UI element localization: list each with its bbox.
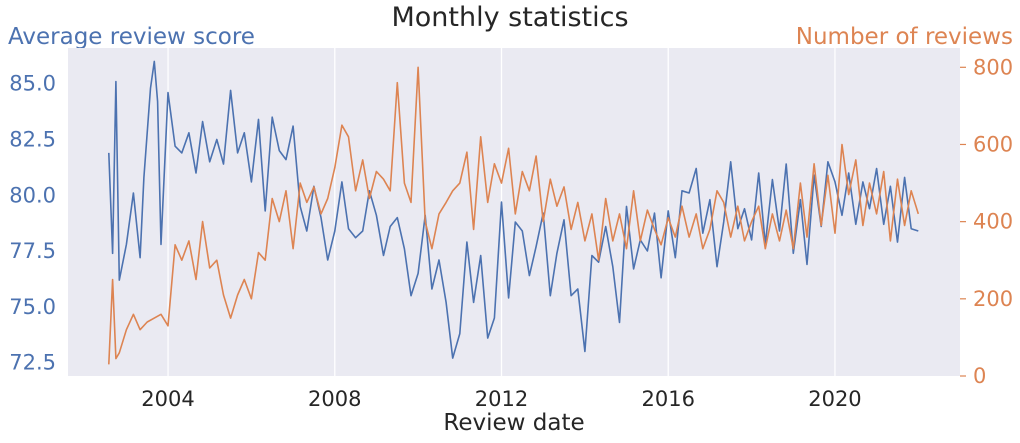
chart-title: Monthly statistics	[391, 2, 629, 33]
x-tick-label: 2016	[641, 387, 694, 411]
left-tick-label: 80.0	[9, 183, 56, 207]
right-tick-label: 200	[973, 287, 1013, 311]
x-tick-label: 2012	[475, 387, 528, 411]
left-tick-label: 82.5	[9, 127, 56, 151]
left-tick-label: 77.5	[9, 239, 56, 263]
series-line-review-count	[108, 66, 920, 365]
series-lines	[108, 60, 920, 365]
right-tick-label: 600	[973, 132, 1013, 156]
x-tick-label: 2004	[141, 387, 194, 411]
right-tick-label: 0	[973, 364, 986, 388]
left-axis-label: Average review score	[8, 24, 255, 50]
left-tick-label: 72.5	[9, 351, 56, 375]
x-axis-ticks: 2004 2008 2012 2016 2020	[141, 387, 861, 411]
plot-area	[68, 48, 960, 376]
right-tick-label: 800	[973, 55, 1013, 79]
right-axis-label: Number of reviews	[795, 24, 1013, 50]
x-tick-label: 2008	[308, 387, 361, 411]
right-axis-ticks: 0 200 400 600 800	[960, 55, 1013, 388]
x-axis-label: Review date	[443, 410, 585, 436]
left-axis-ticks: 72.5 75.0 77.5 80.0 82.5 85.0	[9, 72, 56, 375]
x-tick-label: 2020	[808, 387, 861, 411]
series-line-review-score	[108, 60, 919, 359]
right-tick-label: 400	[973, 210, 1013, 234]
left-tick-label: 85.0	[9, 72, 56, 96]
left-tick-label: 75.0	[9, 295, 56, 319]
